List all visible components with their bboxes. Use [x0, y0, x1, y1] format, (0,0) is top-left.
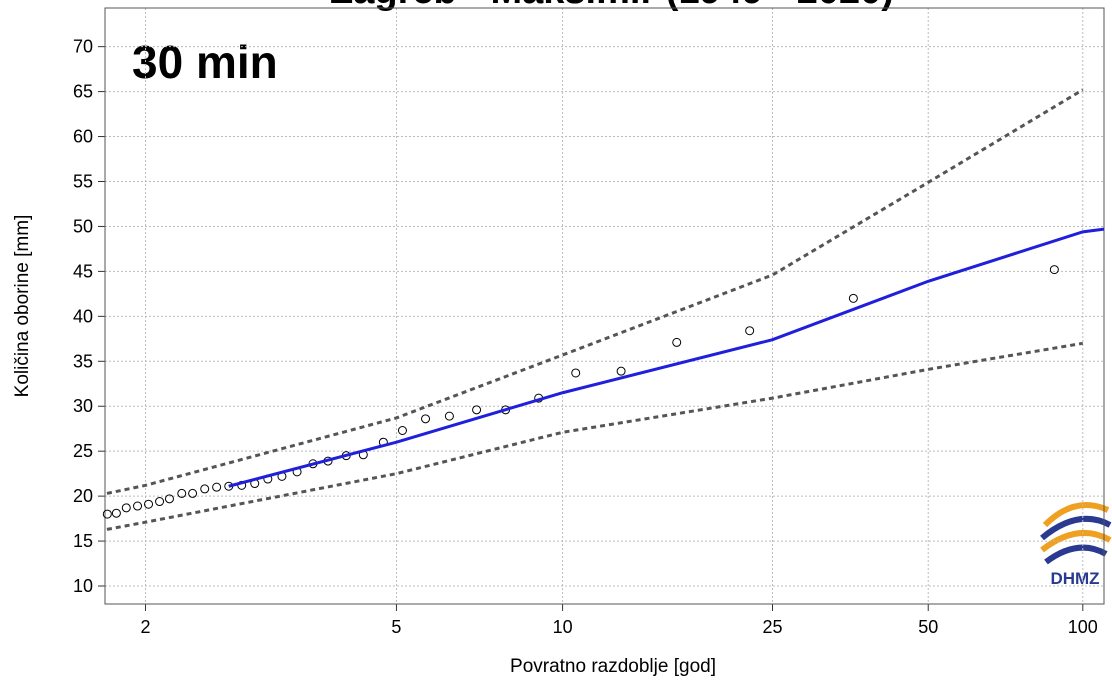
- data-point: [397, 426, 407, 436]
- data-point: [616, 366, 626, 376]
- y-tick-label: 55: [73, 171, 93, 191]
- y-tick-label: 15: [73, 531, 93, 551]
- data-point: [571, 368, 581, 378]
- data-point: [444, 411, 454, 421]
- y-tick-label: 30: [73, 396, 93, 416]
- data-point: [745, 326, 755, 336]
- data-point: [212, 482, 222, 492]
- data-point: [155, 497, 165, 507]
- data-point: [672, 337, 682, 347]
- data-point: [188, 488, 198, 498]
- fit-line: [228, 227, 1105, 488]
- data-point: [848, 293, 858, 303]
- x-tick-label: 50: [918, 617, 938, 637]
- y-tick-label: 60: [73, 127, 93, 147]
- data-point: [102, 509, 112, 519]
- confidence-line: [106, 341, 1084, 531]
- plot-frame: [104, 7, 1105, 605]
- data-point: [121, 503, 131, 513]
- data-point: [472, 405, 482, 415]
- x-axis-label: Povratno razdoblje [god]: [510, 656, 716, 677]
- y-tick-label: 65: [73, 82, 93, 102]
- x-tick-label: 25: [762, 617, 782, 637]
- data-point: [421, 414, 431, 424]
- y-tick-label: 10: [73, 576, 93, 596]
- y-tick-label: 70: [73, 37, 93, 57]
- data-point: [200, 484, 210, 494]
- annotation: 30 min: [132, 36, 278, 88]
- y-tick-label: 45: [73, 261, 93, 281]
- x-tick-label: 10: [553, 617, 573, 637]
- data-point: [133, 501, 143, 511]
- y-axis-label: Količina oborine [mm]: [12, 215, 33, 398]
- logo-swoosh: [1042, 502, 1110, 528]
- x-tick-label: 2: [141, 617, 151, 637]
- chart-title: Zagreb - Maksimir (1949 - 2020): [330, 0, 894, 12]
- logo-swoosh: [1044, 544, 1108, 565]
- logo-text: DHMZ: [1050, 569, 1099, 588]
- y-tick-label: 50: [73, 216, 93, 236]
- data-point: [1049, 265, 1059, 275]
- data-point: [111, 508, 121, 518]
- data-point: [164, 494, 174, 504]
- y-tick-label: 25: [73, 441, 93, 461]
- x-tick-label: 5: [391, 617, 401, 637]
- data-point: [177, 488, 187, 498]
- confidence-line: [106, 88, 1084, 495]
- y-tick-label: 35: [73, 351, 93, 371]
- logo: DHMZ: [1040, 502, 1112, 588]
- y-tick-label: 40: [73, 306, 93, 326]
- y-tick-label: 20: [73, 486, 93, 506]
- x-tick-label: 100: [1068, 617, 1098, 637]
- data-point: [144, 499, 154, 509]
